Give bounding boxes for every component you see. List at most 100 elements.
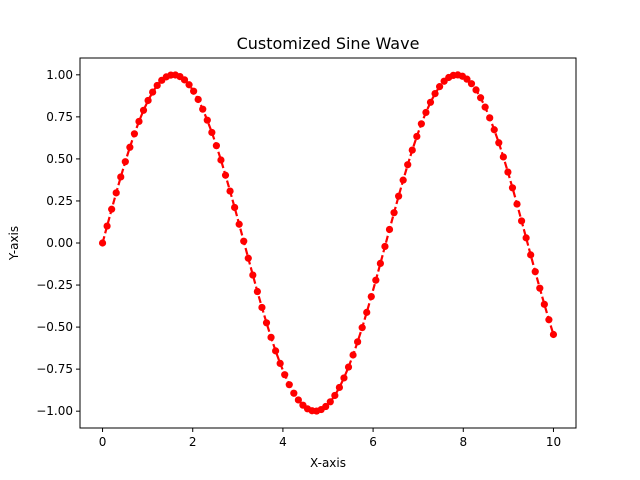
data-point-marker [249, 271, 257, 279]
data-point-marker [399, 176, 407, 184]
data-point-marker [354, 338, 362, 346]
x-tick-label: 0 [99, 435, 107, 449]
data-point-marker [231, 203, 239, 212]
data-point-marker [426, 98, 435, 106]
data-point-marker [463, 75, 471, 83]
data-point-marker [130, 130, 139, 138]
data-point-marker [108, 205, 116, 213]
data-point-marker [139, 106, 148, 114]
data-point-marker [372, 276, 380, 284]
data-point-marker [276, 359, 284, 367]
y-axis-label: Y-axis [7, 226, 21, 261]
data-point-marker [199, 105, 207, 113]
data-point-marker [285, 381, 293, 389]
x-tick-label: 4 [279, 435, 287, 449]
data-point-marker [117, 173, 125, 181]
data-point-marker [527, 251, 535, 259]
data-point-marker [376, 259, 384, 267]
data-point-marker [331, 391, 339, 400]
data-point-marker [208, 128, 216, 137]
data-point-marker [504, 168, 512, 176]
data-point-marker [185, 81, 193, 89]
data-point-marker [340, 374, 348, 382]
data-point-marker [390, 209, 398, 217]
x-tick-label: 6 [369, 435, 377, 449]
data-point-marker [272, 347, 280, 355]
data-point-marker [203, 116, 211, 124]
data-point-marker [194, 95, 202, 104]
data-point-marker [413, 132, 421, 141]
y-tick-label: 0.25 [46, 194, 73, 208]
y-tick-label: −0.75 [36, 362, 73, 376]
data-point-marker [153, 81, 161, 90]
data-point-marker [294, 396, 302, 404]
data-point-marker [267, 333, 275, 341]
data-point-marker [149, 88, 157, 96]
data-point-marker [217, 156, 225, 164]
data-point-marker [490, 126, 498, 134]
data-point-marker [381, 242, 389, 251]
data-point-marker [408, 146, 416, 154]
data-point-marker [404, 161, 412, 169]
data-point-marker [531, 268, 539, 276]
data-point-marker [472, 86, 480, 94]
data-point-marker [226, 187, 234, 195]
data-point-marker [536, 284, 544, 292]
data-point-marker [486, 114, 494, 122]
y-tick-label: 0.00 [46, 236, 73, 250]
data-point-marker [513, 200, 521, 208]
data-point-marker [290, 389, 298, 397]
data-point-marker [385, 225, 394, 234]
data-point-marker [344, 363, 353, 371]
data-point-marker [495, 139, 503, 147]
plot-area [98, 71, 558, 415]
chart-title: Customized Sine Wave [237, 34, 420, 53]
data-point-marker [431, 90, 439, 98]
data-point-marker [549, 330, 558, 339]
data-point-marker [190, 87, 198, 95]
data-point-marker [395, 192, 403, 200]
data-point-marker [349, 351, 357, 359]
data-point-marker [422, 108, 430, 117]
axes-frame [79, 57, 577, 429]
data-point-marker [281, 371, 289, 379]
data-point-marker [335, 383, 344, 392]
data-point-marker [522, 234, 530, 242]
y-tick-label: 0.75 [46, 110, 73, 124]
y-tick-label: 1.00 [46, 68, 73, 82]
data-point-marker [262, 319, 271, 327]
data-point-marker [508, 184, 517, 192]
data-point-marker [135, 117, 143, 126]
data-point-marker [326, 398, 334, 406]
data-point-marker [221, 171, 230, 179]
data-point-marker [467, 80, 476, 88]
data-point-marker [144, 96, 152, 105]
x-tick-label: 2 [189, 435, 197, 449]
data-point-marker [481, 103, 489, 111]
data-point-marker [98, 239, 107, 247]
x-axis-label: X-axis [310, 456, 346, 470]
data-point-marker [121, 158, 129, 166]
y-axis-ticks: −1.00 −0.75 −0.50 −0.25 0.00 0.25 0.50 0.75 1.00 [36, 68, 80, 418]
y-tick-label: −0.50 [36, 320, 73, 334]
data-point-marker [126, 143, 134, 151]
data-point-marker [358, 324, 366, 332]
data-point-marker [540, 300, 548, 308]
y-tick-label: 0.50 [46, 152, 73, 166]
data-point-marker [212, 142, 220, 150]
data-point-marker [235, 220, 243, 228]
data-point-marker [499, 153, 507, 161]
y-tick-label: −1.00 [36, 404, 73, 418]
x-axis-ticks: 0 2 4 6 8 10 [99, 428, 561, 449]
y-tick-label: −0.25 [36, 278, 73, 292]
data-point-marker [103, 222, 111, 230]
data-point-marker [363, 308, 371, 316]
data-point-marker [367, 293, 375, 301]
data-point-marker [436, 83, 444, 91]
data-point-marker [322, 402, 330, 411]
data-point-marker [258, 303, 266, 312]
data-point-marker [244, 254, 252, 262]
